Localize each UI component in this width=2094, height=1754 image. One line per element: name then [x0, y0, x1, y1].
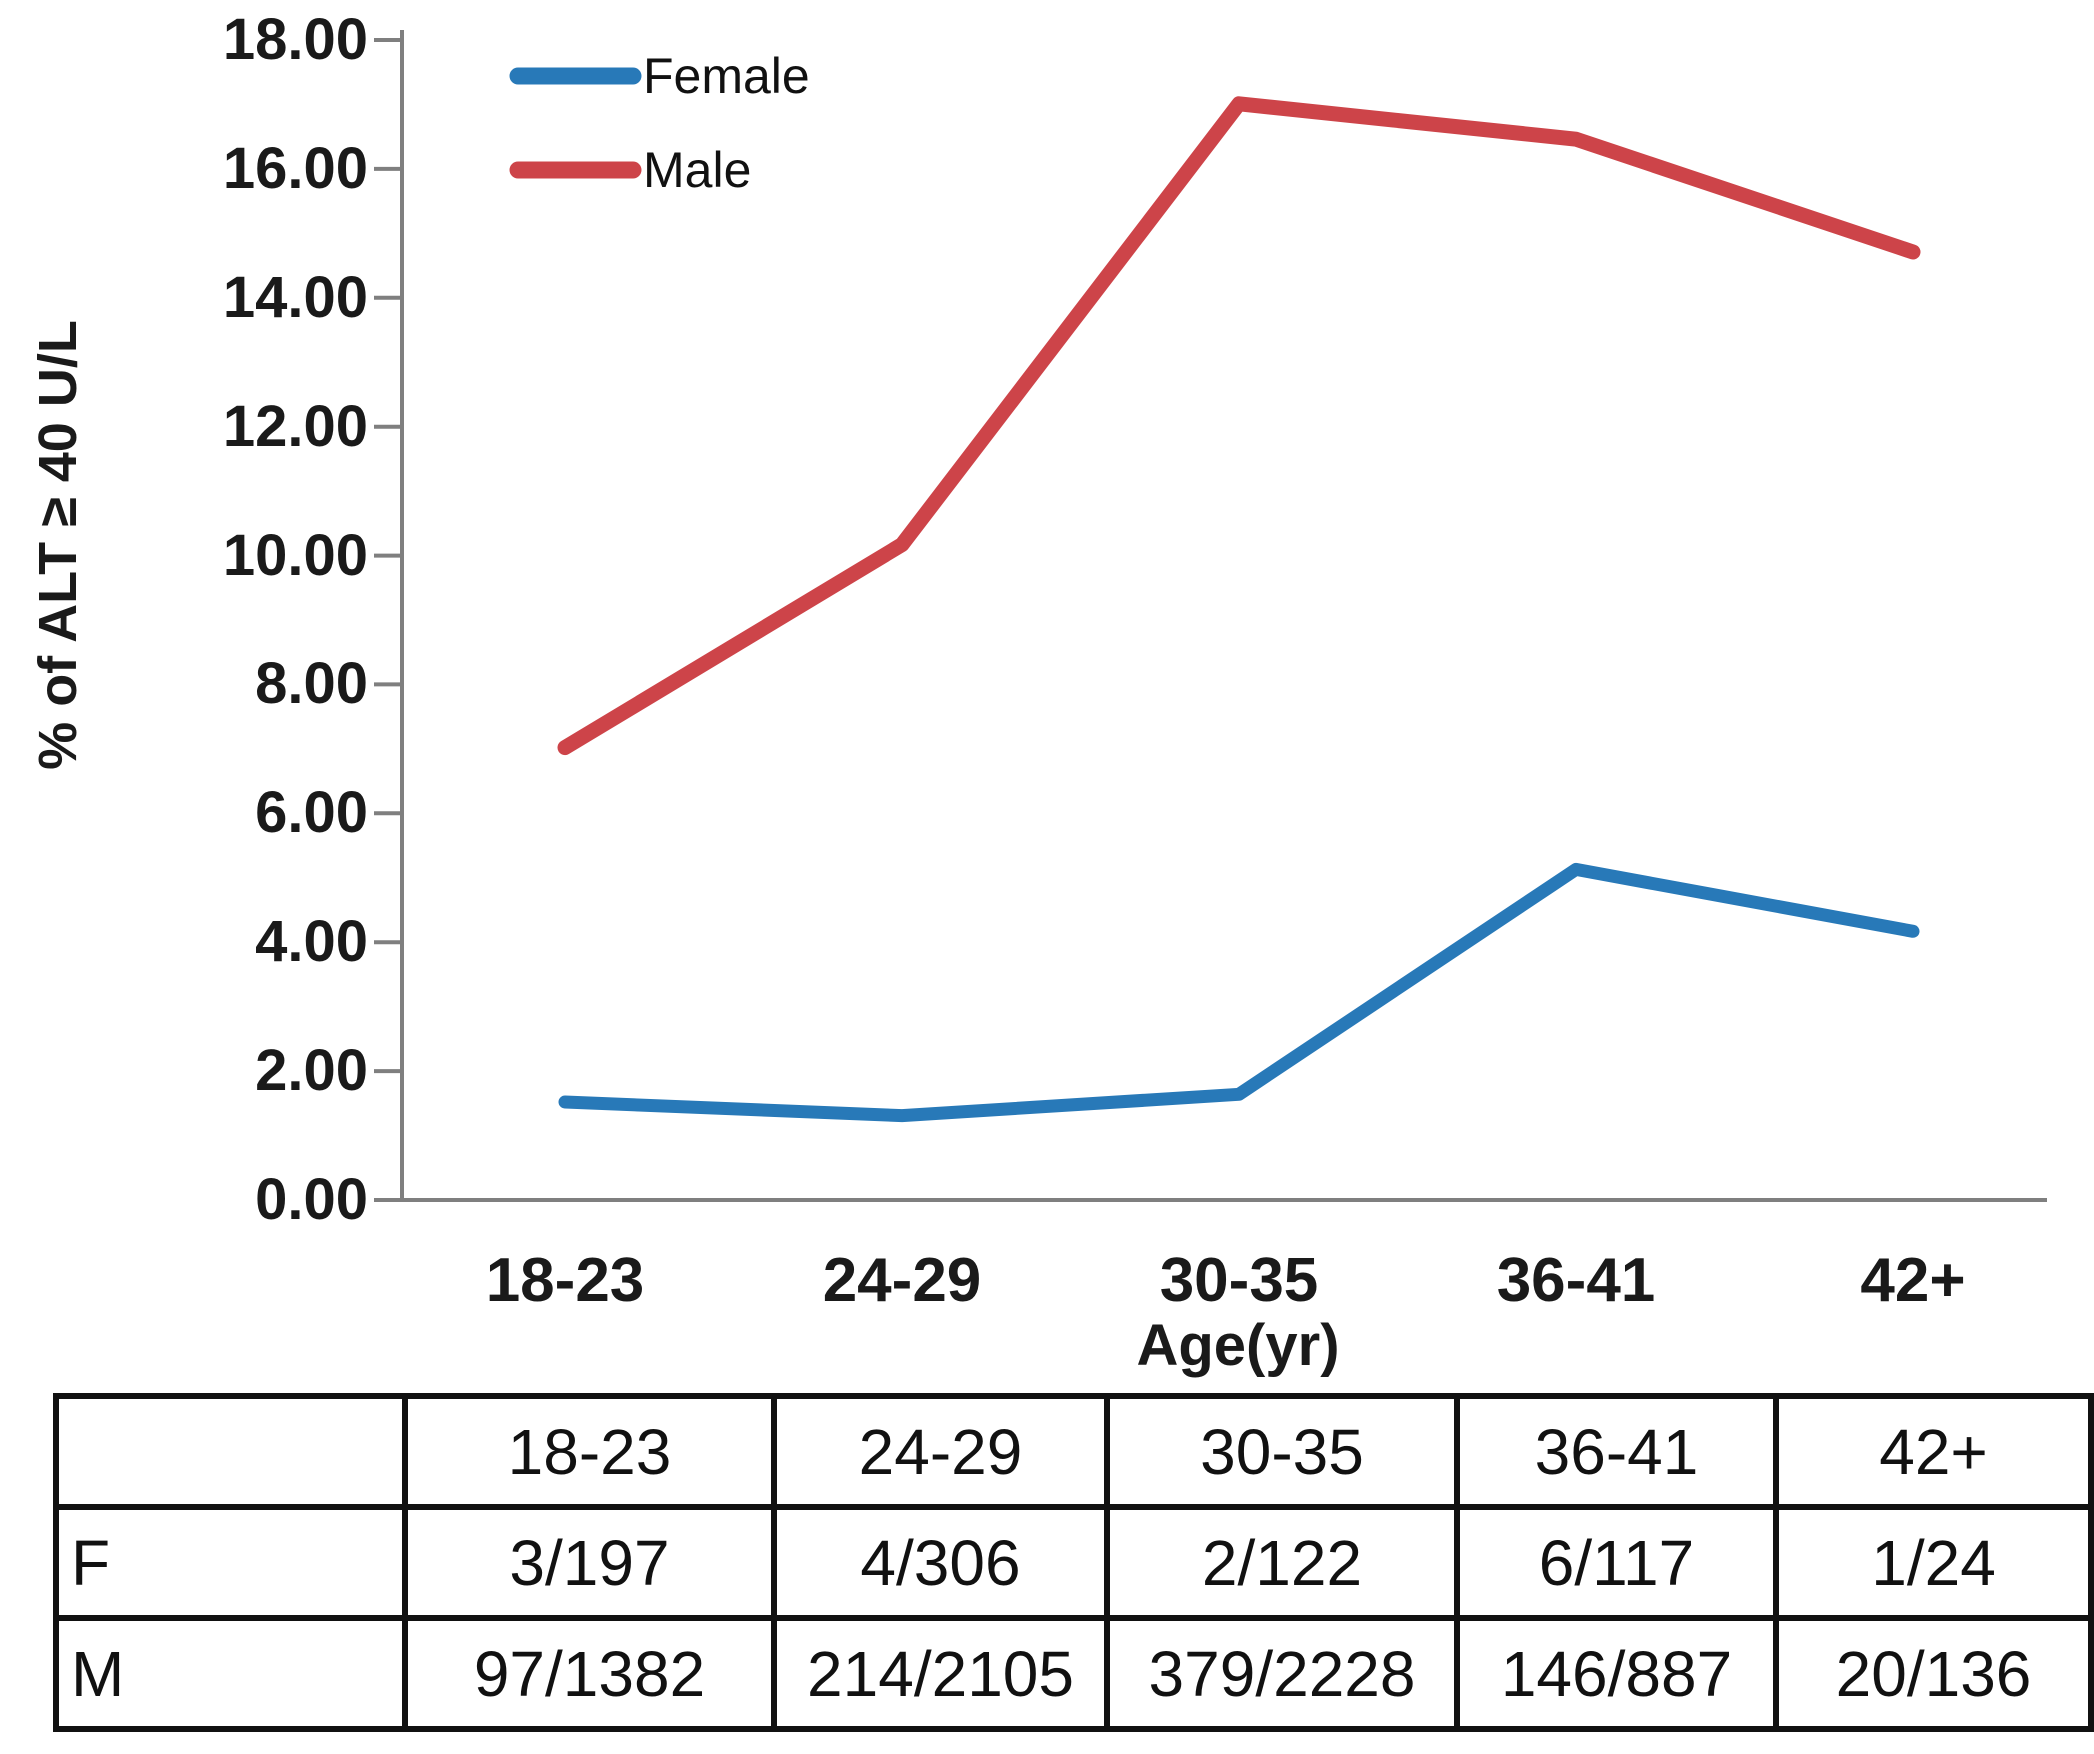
table-row-female: F 3/197 4/306 2/122 6/117 1/24 — [53, 1504, 2094, 1621]
legend-label-male: Male — [643, 142, 752, 198]
y-axis-title: % of ALT ≥ 40 U/L — [28, 320, 88, 770]
table-header-cell: 18-23 — [402, 1393, 777, 1510]
table-header-row: 18-23 24-29 30-35 36-41 42+ — [53, 1393, 2094, 1510]
table-cell: 379/2228 — [1104, 1615, 1460, 1732]
x-tick-label: 42+ — [1860, 1246, 1966, 1315]
y-tick-label: 16.00 — [222, 136, 368, 201]
y-tick-label: 4.00 — [255, 909, 368, 974]
male-line — [557, 96, 1921, 756]
chart-area — [374, 30, 2047, 1202]
table-cell: 146/887 — [1454, 1615, 1779, 1732]
table-row-label: M — [53, 1615, 408, 1732]
x-tick-label: 18-23 — [485, 1246, 645, 1315]
table-row-male: M 97/1382 214/2105 379/2228 146/887 20/1… — [53, 1615, 2094, 1732]
table-cell: 4/306 — [771, 1504, 1110, 1621]
table-row-label: F — [53, 1504, 408, 1621]
y-tick-label: 18.00 — [222, 7, 368, 72]
table-header-cell: 30-35 — [1104, 1393, 1460, 1510]
table-cell: 20/136 — [1773, 1615, 2094, 1732]
y-tick-label: 0.00 — [255, 1167, 368, 1232]
table-cell: 2/122 — [1104, 1504, 1460, 1621]
table-cell: 3/197 — [402, 1504, 777, 1621]
x-tick-label: 36-41 — [1496, 1246, 1656, 1315]
y-tick-label: 12.00 — [222, 394, 368, 459]
x-tick-label: 24-29 — [822, 1246, 982, 1315]
y-axis-ticks — [374, 38, 402, 1202]
x-axis-title: Age(yr) — [1136, 1313, 1340, 1378]
table-header-cell: 24-29 — [771, 1393, 1110, 1510]
female-line — [558, 862, 1920, 1123]
table-header-cell: 36-41 — [1454, 1393, 1779, 1510]
y-tick-label: 14.00 — [222, 265, 368, 330]
table-cell: 97/1382 — [402, 1615, 777, 1732]
y-tick-label: 2.00 — [255, 1038, 368, 1103]
y-tick-label: 10.00 — [222, 523, 368, 588]
table-header-cell: 42+ — [1773, 1393, 2094, 1510]
data-table: 18-23 24-29 30-35 36-41 42+ F 3/197 4/30… — [53, 1393, 2094, 1732]
table-header-cell — [53, 1393, 408, 1510]
table-cell: 6/117 — [1454, 1504, 1779, 1621]
y-tick-label: 8.00 — [255, 651, 368, 716]
x-tick-label: 30-35 — [1159, 1246, 1319, 1315]
table-cell: 214/2105 — [771, 1615, 1110, 1732]
table-cell: 1/24 — [1773, 1504, 2094, 1621]
y-tick-label: 6.00 — [255, 780, 368, 845]
legend-label-female: Female — [643, 48, 810, 104]
